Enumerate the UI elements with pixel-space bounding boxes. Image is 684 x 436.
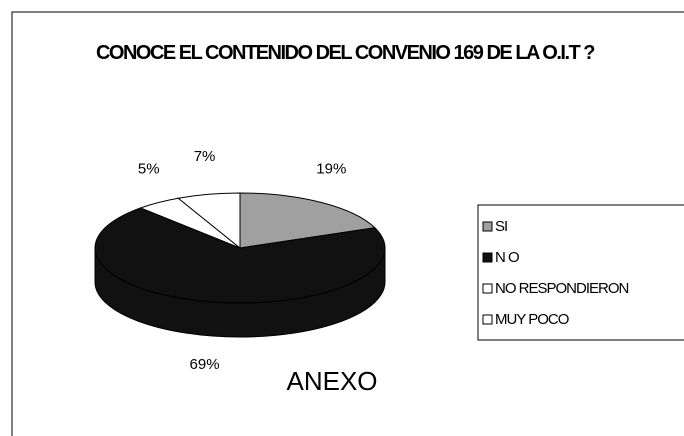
legend-label: NO RESPONDIERON	[495, 280, 629, 297]
legend-swatch	[482, 283, 493, 294]
chart-title: CONOCE EL CONTENIDO DEL CONVENIO 169 DE …	[95, 42, 596, 64]
pie-slice	[177, 192, 241, 250]
annotation: ANEXO	[286, 366, 377, 396]
legend-box	[477, 204, 684, 341]
legend-swatch	[482, 314, 493, 325]
legend-label: MUY POCO	[495, 311, 569, 328]
legend-swatch	[482, 252, 493, 263]
data-label: 19%	[316, 160, 346, 177]
data-label: 69%	[190, 356, 220, 373]
pie-slice	[239, 192, 376, 249]
pie-slice	[94, 207, 386, 304]
data-label: 5%	[138, 160, 160, 177]
legend-label: N O	[495, 249, 519, 266]
legend-label: SI	[495, 218, 507, 235]
legend-swatch	[482, 221, 493, 232]
data-label: 7%	[194, 148, 216, 165]
